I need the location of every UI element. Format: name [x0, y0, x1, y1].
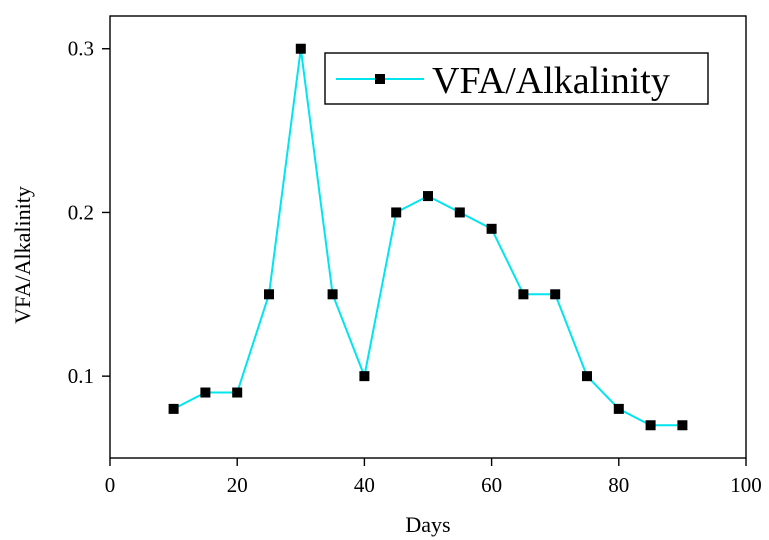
x-axis-title: Days: [405, 512, 450, 537]
data-point: [200, 387, 211, 398]
legend-label: VFA/Alkalinity: [432, 60, 670, 102]
data-point: [359, 371, 370, 382]
series-layer: [168, 43, 688, 431]
x-tick-label: 80: [608, 473, 629, 497]
data-point: [232, 387, 243, 398]
data-point: [677, 420, 688, 431]
y-axis-title: VFA/Alkalinity: [10, 186, 35, 324]
x-tick-label: 60: [481, 473, 502, 497]
data-point: [454, 207, 465, 218]
data-point: [613, 403, 624, 414]
data-point: [264, 289, 274, 300]
data-point: [391, 207, 402, 218]
data-point: [327, 289, 338, 300]
data-point: [550, 289, 561, 300]
y-tick-label: 0.1: [68, 364, 94, 388]
x-tick-label: 20: [227, 473, 248, 497]
legend: VFA/Alkalinity: [324, 52, 709, 105]
data-point: [582, 371, 592, 382]
legend-marker-sample: [375, 74, 385, 84]
data-point: [168, 403, 179, 414]
series-line: [173, 48, 683, 427]
data-point: [486, 223, 497, 234]
x-tick-label: 0: [105, 473, 116, 497]
y-tick-label: 0.2: [68, 200, 94, 224]
y-tick-label: 0.3: [68, 37, 94, 61]
data-point: [423, 191, 433, 202]
data-point: [518, 289, 529, 300]
y-axis-ticks: 0.1 0.2 0.3: [68, 37, 110, 388]
plot-frame: [109, 15, 747, 459]
x-tick-label: 100: [730, 473, 762, 497]
data-point: [645, 420, 656, 431]
data-point: [295, 43, 306, 54]
x-tick-label: 40: [354, 473, 375, 497]
x-axis-ticks: 0 20 40 60 80 100: [105, 458, 762, 497]
